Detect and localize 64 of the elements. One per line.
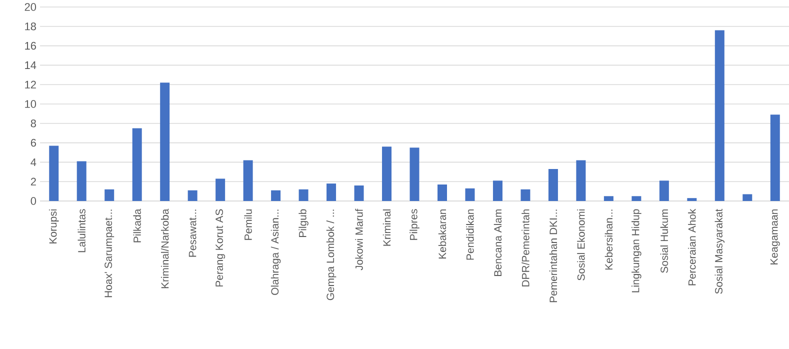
x-tick-label: Sosial Hukum	[660, 209, 668, 273]
x-tick-label: Bencana Alam	[494, 209, 502, 276]
x-tick-label: Kriminal	[382, 209, 391, 246]
x-tick-label: Sosial Masyarakat	[714, 208, 725, 294]
bar	[410, 148, 420, 201]
x-tick-label: Korupsi	[48, 209, 59, 244]
bar	[104, 189, 114, 201]
y-tick-label: 16	[25, 42, 36, 50]
x-tick-label: Kebakaran	[438, 209, 446, 259]
bar	[659, 180, 669, 201]
x-tick-label: Keagamaan	[770, 209, 780, 264]
y-tick-label: 18	[25, 22, 36, 30]
x-tick-label: Pilgub	[298, 209, 308, 237]
bar	[604, 196, 614, 201]
x-tick-label: Olahraga / Asian...	[270, 210, 281, 295]
x-tick-label: Perceraian Ahok	[688, 208, 696, 286]
y-tick-label: 4	[30, 158, 36, 166]
x-tick-label: Perang Korut AS	[216, 209, 226, 286]
bar	[326, 184, 336, 201]
bar	[132, 128, 142, 201]
bar	[160, 82, 170, 201]
bar	[76, 161, 86, 201]
bar	[354, 185, 364, 201]
x-tick-label: Pendidikan	[466, 209, 474, 260]
bar	[188, 190, 198, 201]
bar	[298, 189, 308, 201]
bar	[548, 168, 558, 201]
x-tick-label: Sosial Ekonomi	[577, 209, 585, 280]
bar	[492, 180, 502, 201]
bar	[271, 190, 281, 201]
bar	[770, 114, 780, 201]
bar	[216, 178, 226, 201]
y-tick-label: 2	[30, 178, 36, 186]
y-tick-label: 12	[25, 80, 36, 88]
x-tick-label: Kriminal/Narkoba	[160, 208, 169, 288]
bar	[714, 30, 724, 201]
bar	[437, 184, 447, 201]
x-tick-label: Kebersihan...	[604, 210, 613, 270]
bar	[742, 194, 752, 201]
bar	[243, 160, 253, 201]
bar	[382, 146, 392, 201]
x-tick-label: Pilpres	[410, 209, 420, 240]
bar	[465, 188, 475, 201]
bar	[520, 189, 530, 201]
y-tick-label: 14	[25, 61, 36, 69]
bar	[632, 196, 642, 201]
x-tick-label: Lingkungan Hidup	[632, 209, 642, 292]
x-tick-label: Pemilu	[244, 209, 252, 240]
y-tick-label: 6	[30, 138, 36, 147]
x-tick-label: Jokowi Maruf	[355, 208, 363, 270]
y-tick-label: 0	[30, 197, 36, 205]
x-tick-label: Pesawat...	[188, 210, 196, 257]
bar	[49, 146, 59, 201]
y-tick-label: 10	[25, 100, 36, 108]
x-tick-label: DPR/Pemerintah	[522, 209, 530, 286]
bar	[576, 160, 586, 201]
x-tick-label: Lalulintas	[78, 209, 86, 252]
x-tick-label: Hoax' Sarumpaet...	[104, 210, 114, 298]
y-tick-label: 8	[30, 120, 36, 128]
x-tick-label: Pilkada	[133, 208, 141, 242]
x-tick-label: Gempa Lombok / ...	[326, 210, 336, 300]
x-tick-label: Pemerintahan DKI...	[549, 210, 558, 302]
y-tick-label: 20	[24, 3, 36, 11]
bar	[687, 198, 697, 201]
